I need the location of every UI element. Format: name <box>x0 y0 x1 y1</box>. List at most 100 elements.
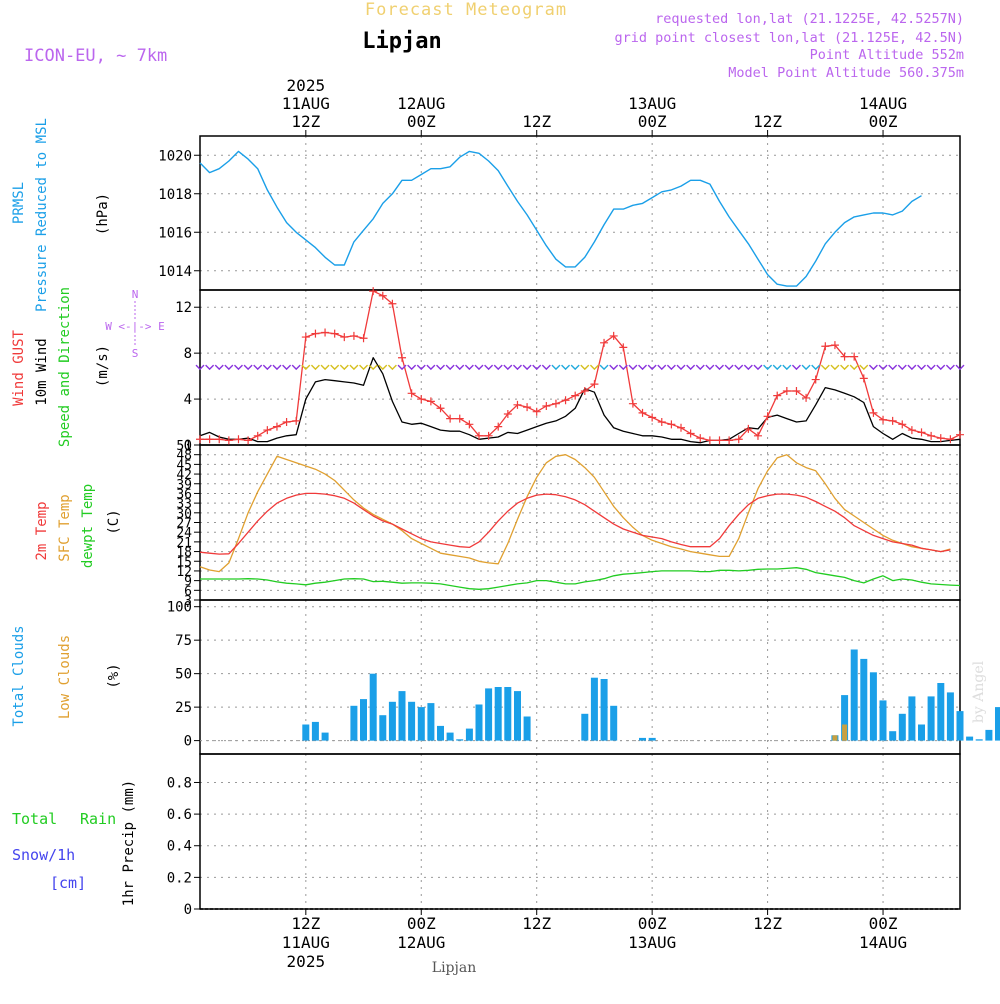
gust-marker <box>907 426 916 435</box>
wind-direction-arrow <box>484 364 494 371</box>
y-tick-label: 1014 <box>158 264 192 280</box>
wind-direction-arrow <box>561 364 571 371</box>
y-tick-label: 30 <box>176 507 192 522</box>
gust-marker <box>311 329 320 338</box>
wind-direction-arrow <box>801 364 811 371</box>
wind-direction-arrow <box>868 364 878 371</box>
total-label: Total <box>12 810 57 828</box>
total-cloud-bar <box>504 687 512 741</box>
gust-marker <box>888 416 897 425</box>
compass-n-label: N <box>132 288 139 301</box>
wind-direction-arrow <box>888 364 898 371</box>
total-cloud-bar <box>841 695 849 741</box>
top-time-label: 12Z <box>291 112 320 131</box>
total-cloud-bar <box>369 673 377 741</box>
gust-marker <box>696 434 705 443</box>
wind-direction-arrow <box>570 364 580 371</box>
gust-marker <box>407 389 416 398</box>
total-cloud-bar <box>956 711 964 741</box>
gust-marker <box>369 287 378 296</box>
total-cloud-bar <box>869 672 877 741</box>
gust-marker <box>725 436 734 445</box>
wind-direction-arrow <box>580 364 590 371</box>
top-time-label: 2025 <box>287 76 326 95</box>
gust-marker <box>686 429 695 438</box>
gust-marker <box>272 422 281 431</box>
gust-marker <box>619 343 628 352</box>
snow-label: Snow/1h <box>12 846 75 864</box>
rain-label: Rain <box>80 810 116 828</box>
top-time-label: 00Z <box>638 112 667 131</box>
gust-label: Wind GUST <box>11 330 27 406</box>
bottom-time-label: 13AUG <box>628 933 676 952</box>
top-time-label: 12Z <box>753 112 782 131</box>
gust-marker <box>917 428 926 437</box>
wind-direction-arrow <box>503 364 513 371</box>
wind-direction-arrow <box>426 364 436 371</box>
wind-direction-arrow <box>724 364 734 371</box>
gust-marker <box>648 413 657 422</box>
gust-marker <box>590 380 599 389</box>
wind-direction-arrow <box>609 364 619 371</box>
gust-marker <box>330 329 339 338</box>
y-tick-label: 0 <box>184 902 192 918</box>
wind-10m-line <box>199 357 961 444</box>
cloud-unit-label: (%) <box>106 663 122 688</box>
wind-direction-arrow <box>310 364 320 371</box>
gust-marker <box>936 434 945 443</box>
wind-direction-arrow <box>301 364 311 371</box>
wind-direction-arrow <box>320 364 330 371</box>
y-tick-label: 75 <box>175 633 192 649</box>
total-cloud-bar <box>889 731 897 741</box>
wind-direction-arrow <box>791 364 801 371</box>
total-cloud-bar <box>927 696 935 741</box>
wind-direction-arrow <box>753 364 763 371</box>
precip-side-labels: Total Rain Snow/1h [cm] 1hr Precip (mm) <box>12 780 137 906</box>
total-cloud-bar <box>523 716 531 741</box>
gust-marker <box>898 420 907 429</box>
gust-marker <box>879 415 888 424</box>
gust-marker <box>446 414 455 423</box>
bottom-time-label: 12Z <box>522 914 551 933</box>
total-clouds-label: Total Clouds <box>11 625 27 726</box>
top-time-label: 13AUG <box>628 94 676 113</box>
sfc-temp-label: SFC Temp <box>57 494 73 561</box>
wind-direction-arrow <box>474 364 484 371</box>
total-cloud-bar <box>475 704 483 741</box>
y-tick-label: 36 <box>176 487 192 502</box>
total-cloud-bar <box>985 729 993 741</box>
total-cloud-bar <box>850 649 858 741</box>
gust-marker <box>551 399 560 408</box>
gust-marker <box>340 333 349 342</box>
total-cloud-bar <box>465 728 473 741</box>
wind-direction-arrow <box>820 364 830 371</box>
temp2m-label: 2m Temp <box>34 501 50 560</box>
gust-marker <box>321 328 330 337</box>
gust-marker <box>465 420 474 429</box>
info-line-4: Model Point Altitude 560.375m <box>728 65 964 81</box>
wind-direction-arrow <box>695 364 705 371</box>
y-tick-label: 0 <box>184 734 192 750</box>
y-tick-label: 0.4 <box>167 839 192 855</box>
total-cloud-bar <box>898 713 906 741</box>
location-title: Lipjan <box>362 29 441 54</box>
y-tick-label: 1018 <box>158 187 192 203</box>
y-tick-label: 8 <box>184 346 192 362</box>
total-cloud-bar <box>350 705 358 741</box>
wind-direction-arrow <box>618 364 628 371</box>
wind-direction-arrow <box>628 364 638 371</box>
wind-side-labels: Wind GUST 10m Wind Speed and Direction (… <box>11 287 165 447</box>
gust-marker <box>840 352 849 361</box>
gust-marker <box>263 426 272 435</box>
wind-direction-arrow <box>840 364 850 371</box>
gust-marker <box>715 436 724 445</box>
gust-marker <box>792 387 801 396</box>
gust-marker <box>542 401 551 410</box>
gust-marker <box>494 422 503 431</box>
temp2m-line <box>199 492 951 555</box>
gust-marker <box>484 431 493 440</box>
wind-direction-arrow <box>907 364 917 371</box>
bottom-time-label: 00Z <box>638 914 667 933</box>
gust-marker <box>628 399 637 408</box>
bottom-time-label: 2025 <box>287 952 326 971</box>
